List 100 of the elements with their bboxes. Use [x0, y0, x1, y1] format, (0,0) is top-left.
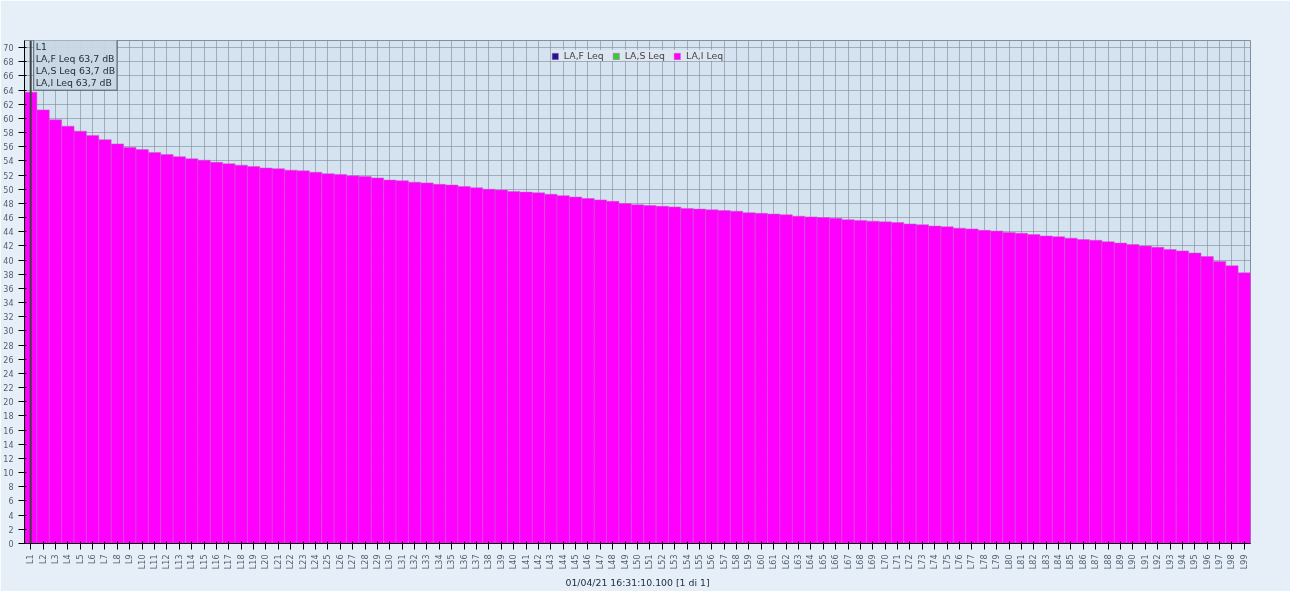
x-tick-label: L9	[125, 554, 135, 565]
y-tick-label: 36	[3, 284, 14, 294]
x-tick-label: L59	[744, 554, 754, 570]
y-tick-label: 70	[3, 44, 14, 54]
y-tick-label: 56	[3, 143, 14, 153]
x-tick-label: L82	[1029, 554, 1039, 570]
x-tick-label: L31	[397, 554, 407, 570]
x-tick-label: L97	[1215, 554, 1225, 570]
y-tick-label: 20	[3, 398, 14, 408]
x-tick-label: L40	[509, 554, 519, 570]
x-tick-label: L64	[806, 554, 816, 570]
x-tick-label: L53	[670, 554, 680, 570]
y-tick-label: 54	[3, 157, 14, 167]
x-tick-label: L61	[769, 554, 779, 570]
x-tick-label: L4	[63, 554, 73, 565]
y-tick-label: 42	[3, 242, 14, 252]
x-tick-label: L69	[868, 554, 878, 570]
x-tick-label: L54	[682, 554, 692, 570]
x-tick-label: L86	[1078, 554, 1088, 570]
x-tick-label: L44	[558, 554, 568, 570]
y-tick-label: 28	[3, 341, 14, 351]
x-tick-label: L66	[831, 554, 841, 570]
x-tick-label: L37	[472, 554, 482, 570]
y-tick-label: 58	[3, 129, 14, 139]
x-tick-label: L8	[112, 554, 122, 565]
y-tick-label: 8	[8, 483, 14, 493]
y-tick-label: 30	[3, 327, 14, 337]
y-tick-label: 62	[3, 100, 14, 110]
y-tick-label: 40	[3, 256, 14, 266]
x-tick-label: L87	[1091, 554, 1101, 570]
x-tick-label: L23	[298, 554, 308, 570]
x-tick-label: L76	[954, 554, 964, 570]
x-tick-label: L50	[633, 554, 642, 570]
x-tick-label: L33	[422, 554, 432, 570]
x-tick-label: L16	[211, 554, 221, 570]
y-tick-label: 22	[3, 384, 14, 394]
x-tick-label: L80	[1004, 554, 1014, 570]
y-tick-label: 4	[8, 511, 14, 521]
x-tick-label: L93	[1165, 554, 1175, 570]
x-tick-label: L79	[992, 554, 1002, 570]
x-tick-label: L72	[905, 554, 915, 570]
x-tick-label: L38	[484, 554, 494, 570]
x-tick-label: L73	[917, 554, 927, 570]
x-tick-label: L77	[967, 554, 977, 570]
y-tick-label: 68	[3, 58, 14, 68]
y-tick-label: 50	[3, 185, 14, 195]
x-tick-label: L35	[447, 554, 457, 570]
x-tick-label: L2	[38, 554, 48, 565]
x-tick-label: L25	[323, 554, 333, 570]
y-tick-label: 24	[3, 369, 14, 379]
x-tick-label: L24	[311, 554, 321, 570]
x-tick-label: L3	[50, 554, 60, 565]
x-tick-label: L46	[583, 554, 593, 570]
x-tick-label: L22	[286, 554, 296, 570]
x-tick-label: L18	[236, 554, 246, 570]
y-tick-label: 34	[3, 299, 14, 309]
x-tick-label: L81	[1016, 554, 1026, 570]
legend-label: LA,I Leq	[685, 50, 724, 61]
x-tick-label: L52	[657, 554, 667, 570]
x-tick-label: L42	[533, 554, 543, 570]
y-tick-label: 0	[8, 540, 14, 549]
x-tick-label: L32	[410, 554, 420, 570]
x-tick-label: L90	[1128, 554, 1138, 570]
x-tick-label: L11	[150, 554, 160, 570]
y-tick-label: 6	[8, 497, 14, 507]
x-tick-label: L75	[942, 554, 952, 570]
x-tick-label: L15	[199, 554, 209, 570]
x-tick-label: L48	[608, 554, 618, 570]
x-tick-label: L62	[781, 554, 791, 570]
x-tick-label: L19	[249, 554, 259, 570]
x-tick-label: L55	[694, 554, 704, 570]
y-tick-label: 10	[3, 469, 14, 479]
y-tick-label: 66	[3, 72, 14, 82]
y-tick-label: 18	[3, 412, 14, 422]
x-tick-label: L78	[979, 554, 989, 570]
x-tick-label: L60	[756, 554, 766, 570]
annotation: L1 LA,F Leq 63,7 dB LA,S Leq 63,7 dB LA,I Leq 63,7 dB	[35, 40, 116, 89]
x-tick-label: L17	[224, 554, 234, 570]
x-tick-label: L74	[930, 554, 940, 570]
x-tick-label: L5	[75, 554, 85, 565]
x-tick-label: L99	[1239, 554, 1249, 570]
x-tick-label: L84	[1054, 554, 1064, 570]
x-tick-label: L57	[719, 554, 729, 570]
x-tick-label: L29	[372, 554, 382, 570]
x-tick-label: L13	[174, 554, 184, 570]
x-tick-label: L47	[595, 554, 605, 570]
x-tick-label: L71	[893, 554, 903, 570]
x-tick-label: L58	[732, 554, 742, 570]
x-tick-label: L95	[1190, 554, 1200, 570]
x-tick-label: L39	[496, 554, 506, 570]
x-tick-label: L7	[100, 554, 110, 565]
y-tick-label: 12	[3, 454, 14, 464]
x-tick-label: L6	[88, 554, 98, 565]
x-tick-label: L10	[137, 554, 147, 570]
x-tick-label: L98	[1227, 554, 1237, 570]
x-tick-label: L43	[546, 554, 556, 570]
x-tick-label: L51	[645, 554, 655, 570]
y-tick-label: 48	[3, 199, 14, 209]
x-tick-label: L68	[855, 554, 865, 570]
x-tick-label: L56	[707, 554, 717, 570]
